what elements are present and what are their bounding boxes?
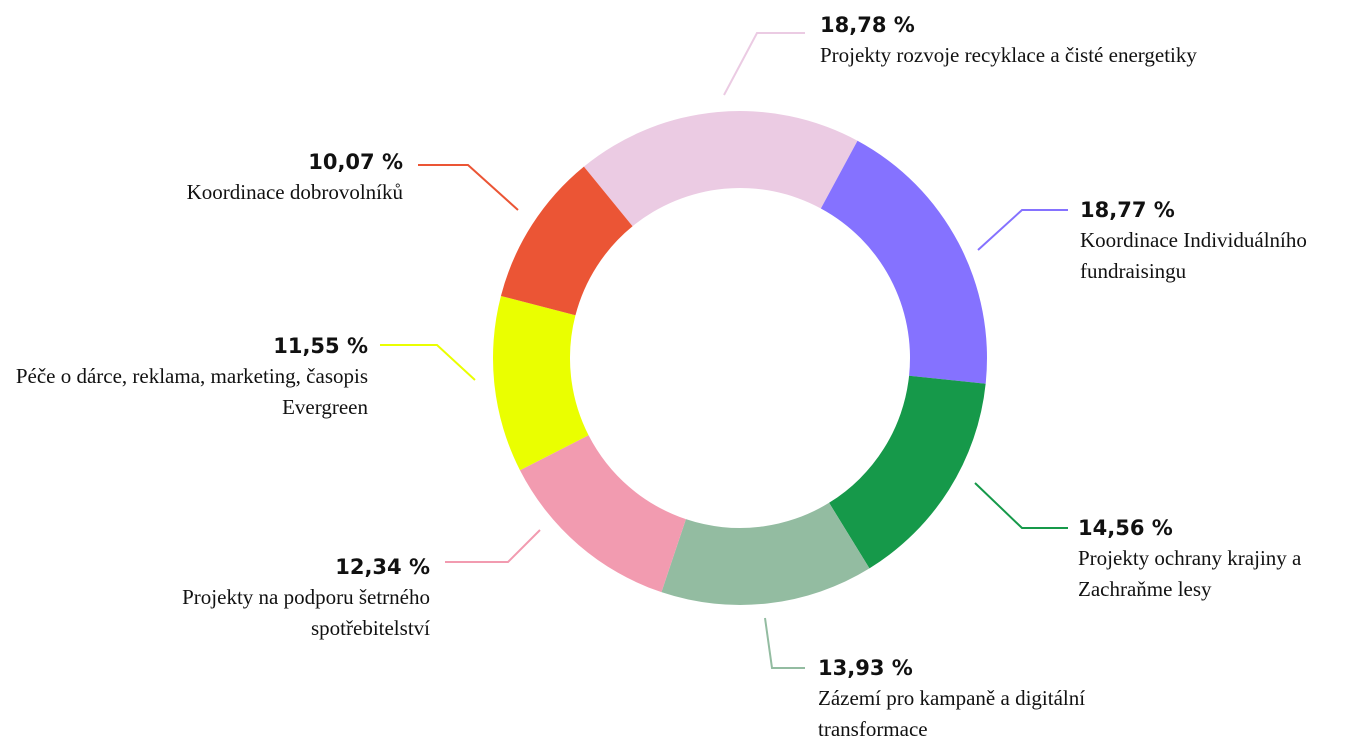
leader-line [445,529,541,563]
label: 18,78 % Projekty rozvoje recyklace a čist… [820,10,1340,71]
label: 14,56 % Projekty ochrany krajiny a Zachra… [1078,513,1358,605]
label: 18,77 % Koordinace Individuálního fundrai… [1080,195,1369,287]
category-label: Koordinace Individuálního fundraisingu [1080,228,1307,283]
donut-segment [661,502,870,605]
leader-line [764,617,805,669]
donut-segment [583,111,858,227]
leader-line [723,32,805,96]
percent-label: 12,34 % [335,555,430,579]
donut-segment [519,435,686,593]
percent-label: 18,78 % [820,13,915,37]
donut-segment [820,140,987,384]
label: 10,07 % Koordinace dobrovolníků [73,147,403,208]
category-label: Projekty rozvoje recyklace a čisté energ… [820,43,1197,67]
label: 13,93 % Zázemí pro kampaně a digitální tr… [818,653,1178,745]
donut-segment [829,375,986,569]
percent-label: 18,77 % [1080,198,1175,222]
leader-line [977,209,1068,251]
leader-line [418,164,519,211]
label: 12,34 % Projekty na podporu šetrného spot… [100,552,430,644]
donut-segment [492,295,589,471]
percent-label: 10,07 % [308,150,403,174]
leader-line [380,344,476,381]
percent-label: 11,55 % [273,334,368,358]
label: 11,55 % Péče o dárce, reklama, marketing,… [0,331,368,423]
category-label: Projekty ochrany krajiny a Zachraňme les… [1078,546,1302,601]
leader-line [974,482,1068,529]
category-label: Koordinace dobrovolníků [186,180,403,204]
category-label: Zázemí pro kampaně a digitální transform… [818,686,1086,741]
percent-label: 14,56 % [1078,516,1173,540]
category-label: Projekty na podporu šetrného spotřebitel… [182,585,430,640]
category-label: Péče o dárce, reklama, marketing, časopi… [15,364,368,419]
donut-segment [500,166,633,316]
percent-label: 13,93 % [818,656,913,680]
